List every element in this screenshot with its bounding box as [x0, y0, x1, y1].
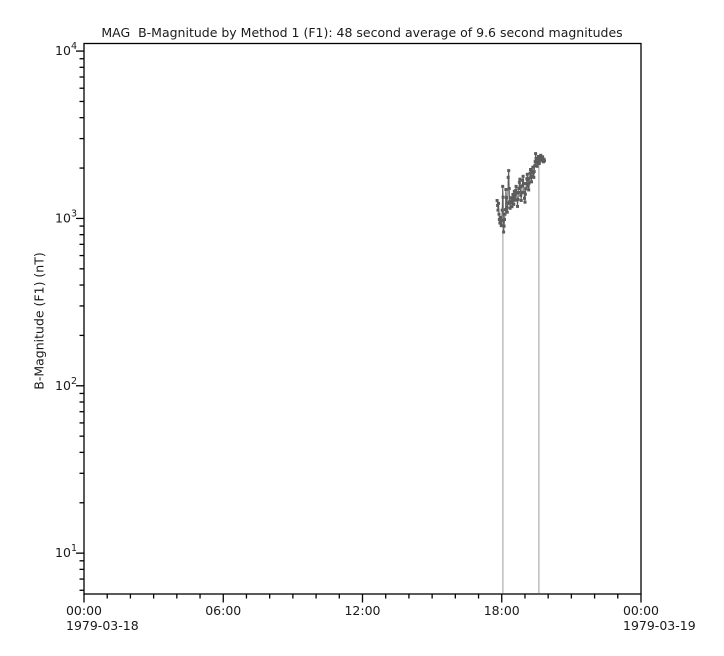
plot-box [83, 42, 642, 595]
data-point-marker [530, 180, 533, 184]
data-point-marker [530, 174, 534, 178]
data-point-marker [533, 164, 537, 168]
data-point-marker [502, 230, 506, 234]
data-point-marker [503, 218, 506, 221]
data-point-marker [517, 190, 520, 194]
data-point-marker [532, 175, 536, 179]
data-point-marker [504, 188, 508, 191]
data-point-marker [515, 191, 519, 195]
data-point-marker [498, 215, 502, 219]
data-point-marker [532, 170, 536, 174]
data-point-marker [525, 172, 529, 176]
data-point-marker [537, 162, 541, 165]
data-point-marker [520, 191, 524, 195]
data-point-marker [538, 158, 542, 162]
data-point-marker [495, 199, 499, 202]
data-point-marker [536, 155, 540, 158]
data-point-marker [522, 190, 526, 194]
data-point-marker [518, 177, 522, 181]
data-point-marker [524, 187, 528, 191]
data-point-marker [507, 169, 511, 173]
x-tick-label: 00:00 [623, 603, 659, 618]
data-point-marker [526, 178, 530, 182]
data-point-marker [505, 205, 509, 209]
data-point-marker [496, 204, 500, 207]
data-point-marker [511, 198, 515, 202]
data-point-marker [509, 196, 513, 200]
data-point-marker [497, 218, 501, 221]
data-point-marker [521, 178, 525, 182]
y-tick-label: 102 [55, 376, 77, 393]
data-point-marker [527, 188, 531, 192]
data-point-marker [497, 201, 500, 205]
data-point-marker [519, 199, 523, 202]
data-point-marker [504, 208, 507, 212]
data-point-marker [511, 193, 515, 196]
data-point-marker [517, 187, 521, 190]
data-point-marker [501, 184, 505, 188]
data-point-marker [512, 202, 516, 206]
data-point-marker [502, 224, 506, 228]
data-point-marker [527, 181, 531, 185]
data-point-marker [520, 184, 524, 188]
data-point-marker [523, 192, 527, 196]
data-point-marker [529, 168, 532, 171]
data-point-marker [503, 212, 507, 216]
data-point-marker [510, 200, 513, 204]
data-point-marker [514, 184, 518, 188]
data-point-marker [531, 165, 535, 169]
x-axis-end-date: 1979-03-19 [623, 618, 696, 633]
y-tick-label: 104 [55, 41, 77, 58]
data-point-marker [499, 224, 503, 228]
x-tick-label: 18:00 [484, 603, 520, 618]
data-point-marker [519, 193, 523, 197]
data-point-marker [526, 184, 530, 188]
data-point-marker [523, 200, 527, 204]
data-point-marker [516, 204, 519, 208]
data-point-marker [534, 156, 538, 160]
data-point-marker [513, 194, 517, 198]
data-point-marker [534, 152, 538, 156]
x-axis-start-date: 1979-03-18 [66, 618, 139, 633]
data-point-marker [543, 159, 546, 163]
data-point-marker [501, 195, 505, 199]
data-point-marker [521, 174, 525, 178]
chart-title: MAG B-Magnitude by Method 1 (F1): 48 sec… [101, 25, 623, 40]
data-point-marker [505, 210, 509, 214]
data-point-marker [528, 176, 532, 180]
data-point-marker [506, 201, 510, 205]
data-point-marker [499, 221, 503, 225]
data-point-marker [535, 164, 539, 168]
y-tick-label: 103 [55, 208, 77, 225]
data-point-marker [542, 157, 546, 161]
data-point-marker [514, 188, 518, 192]
data-point-marker [508, 206, 512, 210]
data-point-marker [510, 205, 514, 209]
data-point-marker [496, 208, 500, 212]
x-tick-label: 00:00 [66, 603, 102, 618]
data-point-marker [516, 197, 520, 201]
data-point-marker [507, 187, 511, 190]
data-point-marker [506, 175, 510, 179]
data-point-marker [536, 160, 539, 164]
data-point-marker [523, 196, 526, 200]
data-point-marker [504, 196, 508, 200]
x-tick-label: 06:00 [205, 603, 241, 618]
data-point-marker [513, 198, 517, 202]
y-tick-label: 101 [55, 543, 77, 560]
data-point-marker [541, 155, 545, 159]
data-point-marker [524, 182, 528, 186]
data-point-marker [500, 208, 504, 212]
data-point-marker [517, 180, 521, 184]
data-point-marker [518, 185, 522, 189]
y-axis-label: B-Magnitude (F1) (nT) [31, 252, 47, 390]
data-point-marker [528, 171, 532, 175]
data-point-marker [539, 153, 543, 157]
data-point-marker [497, 212, 501, 216]
x-tick-label: 12:00 [344, 603, 380, 618]
data-point-marker [522, 182, 526, 186]
data-point-marker [500, 218, 504, 222]
